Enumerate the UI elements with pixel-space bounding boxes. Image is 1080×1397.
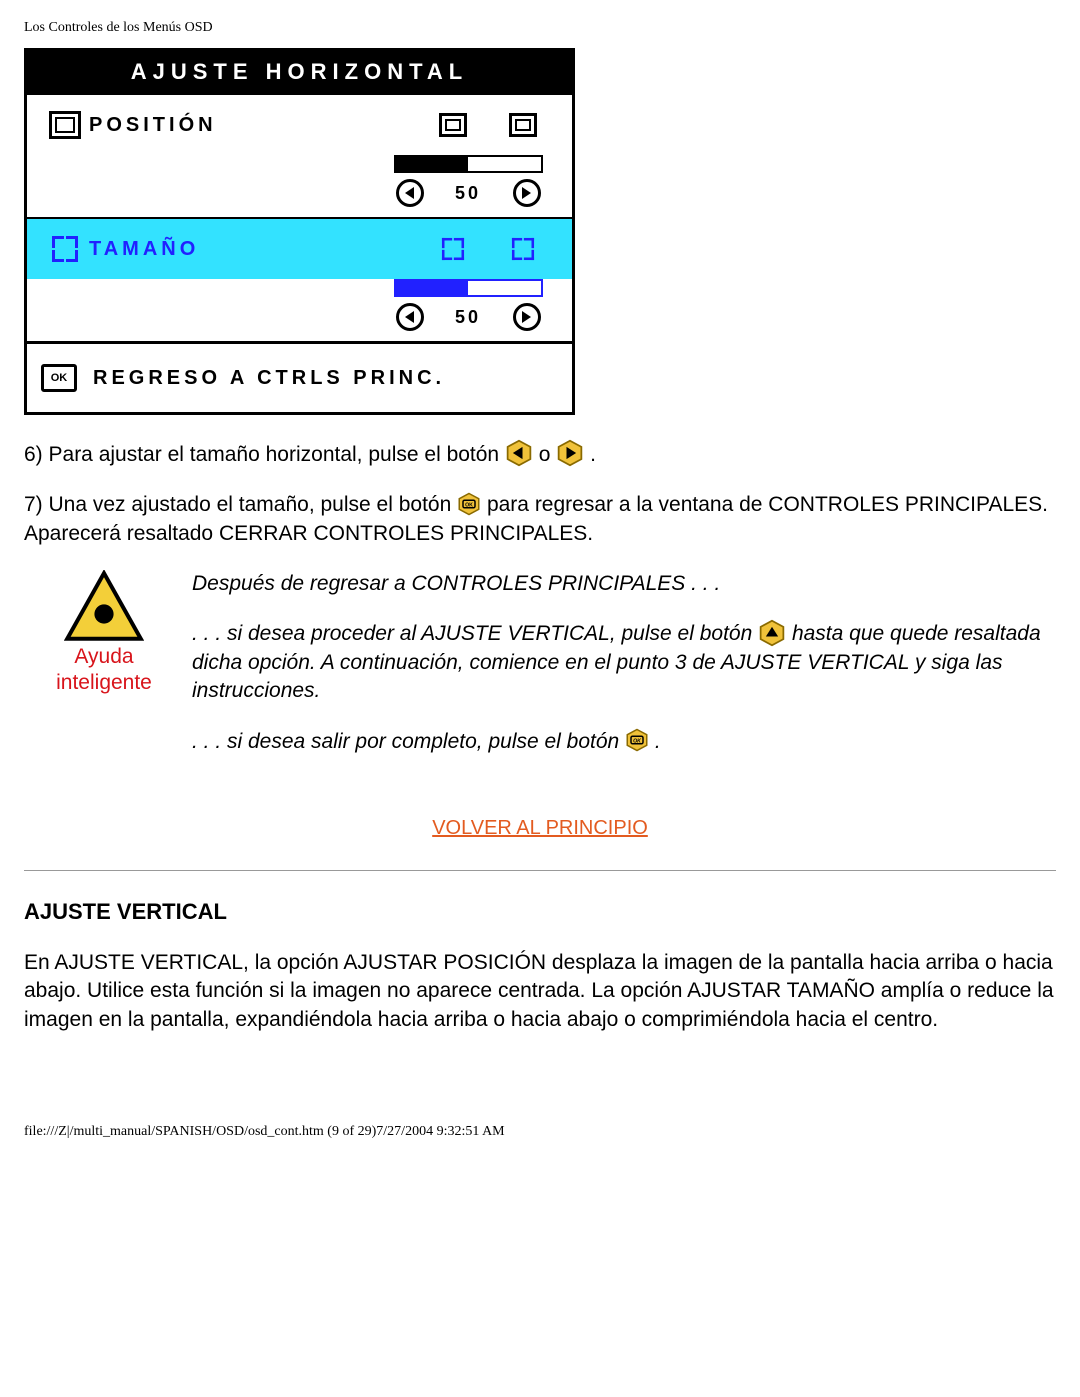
step-6: 6) Para ajustar el tamaño horizontal, pu… — [24, 441, 1056, 469]
osd-panel: AJUSTE HORIZONTAL POSITIÓN 50 TAMAÑO — [24, 48, 575, 415]
step6-text-a: 6) Para ajustar el tamaño horizontal, pu… — [24, 443, 505, 466]
warning-triangle-icon — [64, 570, 144, 640]
section-paragraph: En AJUSTE VERTICAL, la opción AJUSTAR PO… — [24, 949, 1056, 1034]
ok-button-icon: OK — [457, 492, 481, 516]
section-title: AJUSTE VERTICAL — [24, 899, 1056, 925]
position-icon-left — [418, 113, 488, 137]
tamano-dec-button[interactable] — [396, 303, 424, 331]
position-inc-button[interactable] — [513, 179, 541, 207]
help-p2: . . . si desea proceder al AJUSTE VERTIC… — [192, 620, 1056, 705]
position-slider-row: 50 — [27, 155, 572, 217]
tamano-value: 50 — [455, 307, 481, 328]
help-p2a: . . . si desea proceder al AJUSTE VERTIC… — [192, 622, 758, 645]
right-arrow-button-icon — [556, 439, 584, 467]
divider — [24, 870, 1056, 871]
tamano-inc-button[interactable] — [513, 303, 541, 331]
svg-text:OK: OK — [633, 738, 642, 744]
position-row-icon — [41, 111, 89, 139]
tamano-icon-left — [418, 236, 488, 262]
step6-text-c: . — [590, 443, 596, 466]
smart-help-caption: Ayuda inteligente — [24, 644, 184, 697]
ok-button-icon-2: OK — [625, 728, 649, 752]
position-icon-right — [488, 113, 558, 137]
up-arrow-button-icon — [758, 619, 786, 647]
step-7: 7) Una vez ajustado el tamaño, pulse el … — [24, 491, 1056, 548]
smart-help-block: Ayuda inteligente Después de regresar a … — [24, 570, 1056, 778]
osd-row-tamano[interactable]: TAMAÑO — [27, 217, 572, 279]
page-header: Los Controles de los Menús OSD — [24, 20, 1056, 36]
footer-path: file:///Z|/multi_manual/SPANISH/OSD/osd_… — [24, 1124, 1056, 1140]
tamano-row-icon — [41, 236, 89, 262]
back-to-top-row: VOLVER AL PRINCIPIO — [24, 816, 1056, 840]
left-arrow-button-icon — [505, 439, 533, 467]
help-p3b: . — [655, 730, 661, 753]
help-p3: . . . si desea salir por completo, pulse… — [192, 728, 1056, 756]
tamano-bar — [394, 279, 543, 297]
back-to-top-link[interactable]: VOLVER AL PRINCIPIO — [432, 817, 648, 839]
osd-footer-row[interactable]: OK REGRESO A CTRLS PRINC. — [27, 341, 572, 412]
position-value: 50 — [455, 183, 481, 204]
step7-text-a: 7) Una vez ajustado el tamaño, pulse el … — [24, 493, 457, 516]
tamano-label: TAMAÑO — [89, 238, 418, 261]
position-label: POSITIÓN — [89, 114, 418, 137]
position-dec-button[interactable] — [396, 179, 424, 207]
osd-title: AJUSTE HORIZONTAL — [27, 51, 572, 95]
help-p3a: . . . si desea salir por completo, pulse… — [192, 730, 625, 753]
tamano-icon-right — [488, 236, 558, 262]
step6-text-b: o — [539, 443, 557, 466]
position-bar — [394, 155, 543, 173]
osd-row-position: POSITIÓN — [27, 95, 572, 155]
help-p1: Después de regresar a CONTROLES PRINCIPA… — [192, 570, 1056, 598]
svg-text:OK: OK — [465, 502, 473, 508]
tamano-slider-row: 50 — [27, 279, 572, 341]
osd-footer-label: REGRESO A CTRLS PRINC. — [93, 367, 445, 390]
ok-icon: OK — [41, 364, 77, 392]
